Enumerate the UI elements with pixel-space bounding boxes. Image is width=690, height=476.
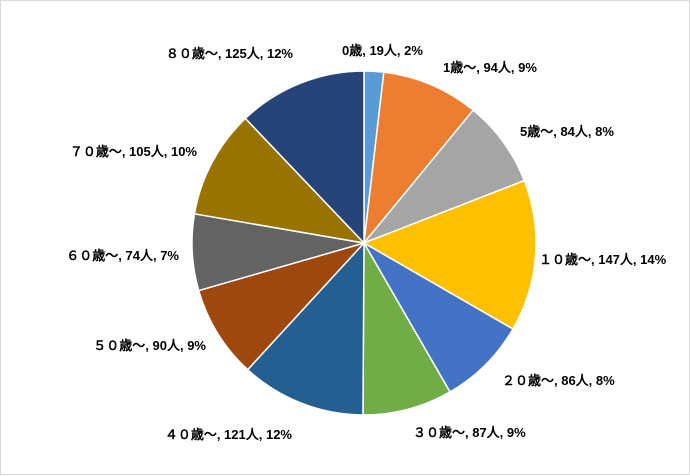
slice-label-4: ２０歳～, 86人, 8% bbox=[502, 373, 615, 388]
pie-slice-3 bbox=[362, 179, 537, 331]
pie-slice-7 bbox=[197, 241, 367, 371]
slice-label-2: 5歳～, 84人, 8% bbox=[520, 124, 614, 139]
pie-slice-10 bbox=[244, 70, 365, 245]
slice-label-1: 1歳～, 94人, 9% bbox=[443, 60, 537, 75]
slice-label-9: ７０歳～, 105人, 10% bbox=[70, 144, 198, 159]
slice-label-3: １０歳～, 147人, 14% bbox=[539, 252, 667, 267]
pie-slice-2 bbox=[361, 109, 526, 245]
slice-label-7: ５０歳～, 90人, 9% bbox=[93, 338, 206, 353]
slice-label-8: ６０歳～, 74人, 7% bbox=[66, 248, 179, 263]
pie-slice-1 bbox=[362, 71, 475, 246]
pie-slice-9 bbox=[193, 117, 367, 245]
slice-label-5: ３０歳～, 87人, 9% bbox=[413, 425, 526, 440]
pie-slice-6 bbox=[246, 241, 365, 416]
pie-slice-4 bbox=[361, 240, 514, 393]
slice-label-0: 0歳, 19人, 2% bbox=[342, 43, 423, 58]
pie-slice-5 bbox=[362, 240, 452, 416]
slice-label-10: ８０歳～, 125人, 12% bbox=[166, 46, 294, 61]
slice-label-6: ４０歳～, 121人, 12% bbox=[165, 427, 293, 442]
